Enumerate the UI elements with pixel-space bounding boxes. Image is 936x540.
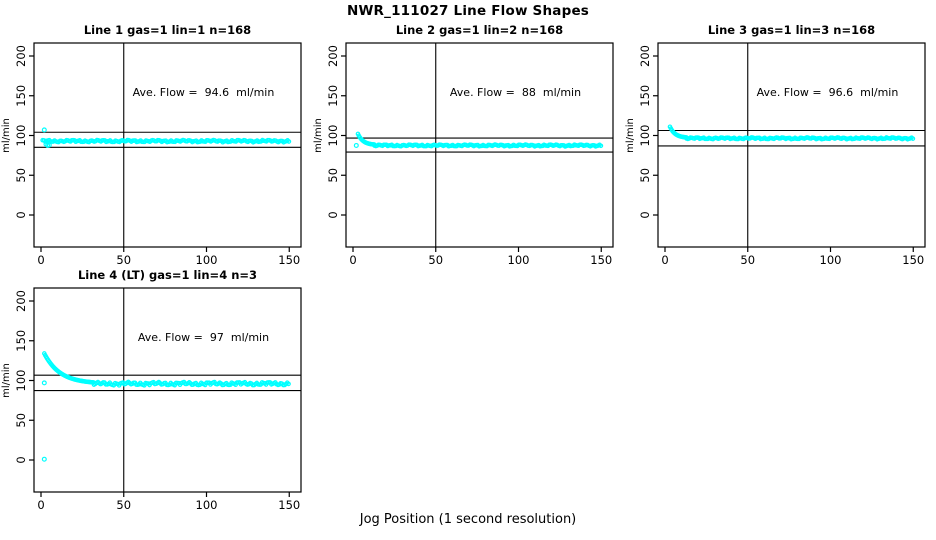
data-points: [41, 351, 291, 462]
subplot-line-1: 0 50 100 150 0 50 100 150 200 ml/min Line 1 gas=1…: [0, 20, 312, 270]
plot-canvas-line-3: 0 50 100 150 0 50 100 150 200 ml/min: [625, 42, 926, 267]
y-axis-unit-label: ml/min: [313, 118, 324, 153]
y-tick-label: 150: [14, 330, 28, 352]
y-tick-label: 100: [638, 125, 652, 147]
x-tick-label: 100: [820, 253, 842, 267]
y-axis-unit-label: ml/min: [625, 118, 636, 153]
y-tick-label: 50: [14, 168, 28, 183]
y-tick-label: 200: [326, 45, 340, 67]
y-tick-label: 100: [14, 125, 28, 147]
y-tick-label: 150: [638, 85, 652, 107]
y-tick-label: 0: [326, 211, 340, 218]
plot-box: [345, 42, 614, 248]
x-tick-label: 50: [116, 498, 131, 512]
ave-flow-annotation: Ave. Flow = 88 ml/min: [449, 86, 582, 99]
x-tick-label: 100: [196, 498, 218, 512]
ave-flow-annotation: Ave. Flow = 97 ml/min: [137, 331, 270, 344]
y-tick-label: 50: [638, 168, 652, 183]
data-points: [353, 131, 604, 149]
y-tick-label: 0: [14, 211, 28, 218]
x-tick-label: 0: [349, 253, 356, 267]
x-tick-label: 100: [508, 253, 530, 267]
subplot-title: Line 1 gas=1 lin=1 n=168: [83, 23, 252, 37]
subplot-line-4: 0 50 100 150 0 50 100 150 200 ml/min Line 4 (LT) …: [0, 265, 312, 515]
x-tick-label: 0: [37, 498, 44, 512]
outlier-point: [46, 142, 52, 148]
y-axis-unit-label: ml/min: [1, 363, 12, 398]
subplot-title: Line 2 gas=1 lin=2 n=168: [395, 23, 564, 37]
x-axis-label: Jog Position (1 second resolution): [359, 512, 577, 527]
x-tick-label: 0: [661, 253, 668, 267]
plot-box: [33, 287, 302, 493]
y-tick-label: 200: [638, 45, 652, 67]
outlier-point: [353, 142, 359, 148]
y-tick-label: 0: [638, 211, 652, 218]
x-tick-label: 0: [37, 253, 44, 267]
outlier-point: [41, 380, 47, 386]
subplot-line-3: 0 50 100 150 0 50 100 150 200 ml/min Line 3 gas=1…: [624, 20, 936, 270]
data-point: [286, 381, 291, 387]
data-points: [40, 127, 292, 148]
data-points: [667, 124, 916, 142]
outlier-point: [41, 456, 47, 462]
data-point: [598, 143, 604, 149]
y-tick-label: 150: [14, 85, 28, 107]
subplot-line-2: 0 50 100 150 0 50 100 150 200 ml/min Line 2 gas=1…: [312, 20, 624, 270]
x-tick-label: 50: [740, 253, 755, 267]
y-tick-label: 50: [14, 413, 28, 428]
y-tick-label: 150: [326, 85, 340, 107]
y-tick-label: 200: [14, 290, 28, 312]
y-tick-label: 100: [14, 370, 28, 392]
x-tick-label: 150: [902, 253, 924, 267]
plot-box: [33, 42, 302, 248]
x-tick-label: 150: [278, 253, 300, 267]
y-tick-label: 50: [326, 168, 340, 183]
x-tick-label: 100: [196, 253, 218, 267]
x-tick-label: 50: [116, 253, 131, 267]
plot-canvas-line-1: 0 50 100 150 0 50 100 150 200 ml/min: [1, 42, 302, 267]
x-tick-label: 50: [428, 253, 443, 267]
plot-box: [657, 42, 926, 248]
data-point: [286, 139, 292, 144]
y-tick-label: 100: [326, 125, 340, 147]
plot-canvas-line-4: 0 50 100 150 0 50 100 150 200 ml/min: [1, 287, 302, 512]
y-axis-unit-label: ml/min: [1, 118, 12, 153]
ave-flow-annotation: Ave. Flow = 96.6 ml/min: [756, 86, 899, 99]
subplot-title: Line 3 gas=1 lin=3 n=168: [707, 23, 876, 37]
y-tick-label: 200: [14, 45, 28, 67]
x-tick-label: 150: [590, 253, 612, 267]
data-point: [910, 136, 916, 141]
x-tick-label: 150: [278, 498, 300, 512]
plot-canvas-line-2: 0 50 100 150 0 50 100 150 200 ml/min: [313, 42, 614, 267]
y-tick-label: 0: [14, 456, 28, 463]
ave-flow-annotation: Ave. Flow = 94.6 ml/min: [132, 86, 275, 99]
outlier-point: [41, 127, 47, 133]
subplot-title: Line 4 (LT) gas=1 lin=4 n=3: [77, 268, 258, 282]
main-title: NWR_111027 Line Flow Shapes: [346, 3, 590, 19]
